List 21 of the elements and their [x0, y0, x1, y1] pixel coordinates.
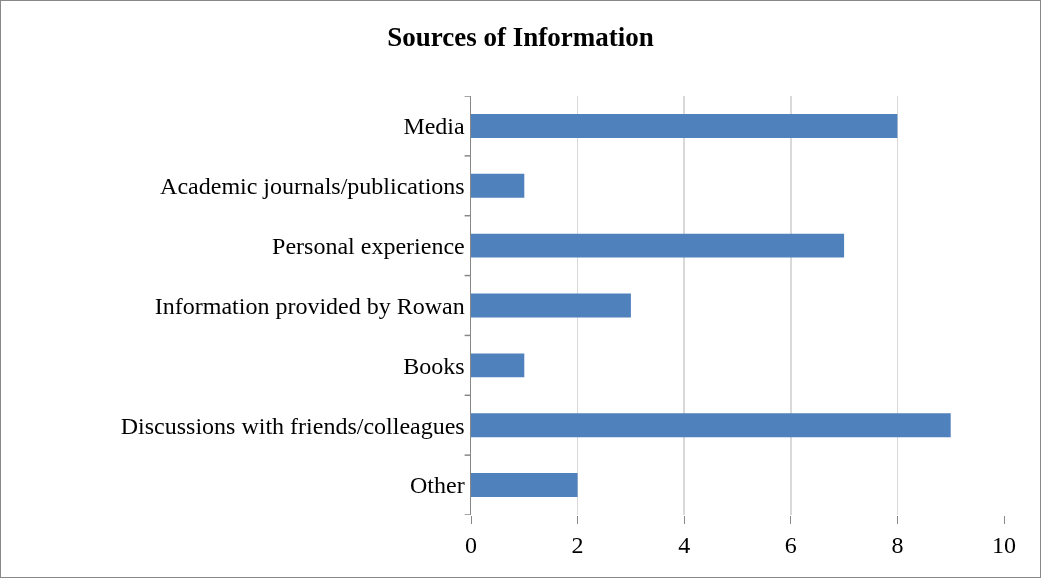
y-tick-label: Other — [410, 472, 465, 499]
chart-title: Sources of Information — [387, 21, 654, 52]
x-tick-label: 0 — [465, 531, 477, 558]
bar — [471, 173, 525, 198]
y-tick-label: Media — [403, 113, 466, 140]
y-tick-label: Personal experience — [272, 233, 465, 260]
y-tick-label: Academic journals/publications — [160, 173, 465, 200]
y-tick-label: Discussions with friends/colleagues — [120, 412, 465, 439]
bar — [471, 113, 898, 138]
x-tick-label: 10 — [992, 531, 1016, 558]
x-tick-label: 8 — [891, 531, 904, 558]
x-tick-label: 4 — [678, 531, 691, 558]
y-tick-label: Books — [403, 352, 465, 379]
bar — [471, 233, 845, 258]
bar — [471, 473, 578, 498]
bar — [471, 413, 951, 438]
bar — [471, 293, 631, 318]
x-tick-label: 6 — [784, 531, 797, 558]
x-tick-label: 2 — [571, 531, 584, 558]
y-tick-label: Information provided by Rowan — [154, 292, 465, 319]
bar — [471, 353, 525, 378]
